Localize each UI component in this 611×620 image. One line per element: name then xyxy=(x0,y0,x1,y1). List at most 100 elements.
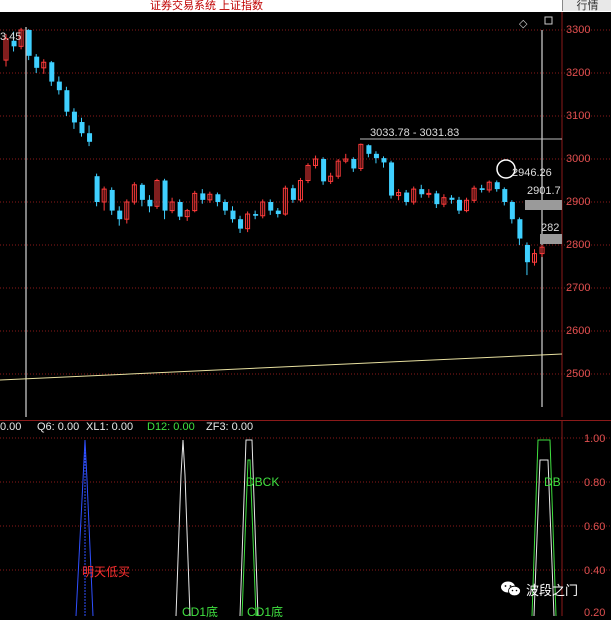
candle xyxy=(494,180,500,192)
title-strip: 证券交易系统 上证指数 行情 xyxy=(0,0,611,12)
price-block-b xyxy=(540,234,562,244)
quote-button[interactable]: 行情 xyxy=(562,0,611,12)
candle xyxy=(124,199,130,224)
db-label: DB xyxy=(544,475,561,489)
candle xyxy=(268,199,274,215)
candle xyxy=(215,192,221,207)
kline-chart[interactable]: 3300 3200 3100 3000 2900 2800 2700 2600 … xyxy=(0,12,611,417)
candle xyxy=(177,199,183,221)
indicator-grid xyxy=(0,437,611,571)
candle xyxy=(373,151,379,164)
window-title: 证券交易系统 上证指数 xyxy=(150,0,264,12)
value-a-label: 2901.7 xyxy=(527,185,561,197)
white-spike-3 xyxy=(533,459,555,616)
trend-line xyxy=(0,353,563,381)
dbck-label: DBCK xyxy=(246,475,280,489)
candle xyxy=(509,200,515,224)
candle xyxy=(71,108,77,129)
candle xyxy=(49,60,55,86)
price-tick: 3300 xyxy=(566,24,590,36)
green-spike-2 xyxy=(241,459,257,616)
candle xyxy=(192,190,198,213)
candle xyxy=(524,242,530,276)
candle xyxy=(245,211,251,233)
candle xyxy=(290,184,296,203)
candle xyxy=(343,153,349,164)
square-icon[interactable] xyxy=(544,16,553,25)
candle xyxy=(94,173,100,207)
green-spike-3 xyxy=(531,439,557,616)
candle xyxy=(404,189,410,206)
price-tick: 3200 xyxy=(566,67,590,79)
candle xyxy=(64,86,70,116)
price-tick: 2700 xyxy=(566,282,590,294)
candle xyxy=(502,187,508,206)
candle xyxy=(222,199,228,215)
candle xyxy=(464,197,470,213)
price-tick: 2500 xyxy=(566,368,590,380)
candle xyxy=(449,195,455,204)
candle xyxy=(230,206,236,223)
candle xyxy=(207,191,213,203)
cd2-label: CD1底 xyxy=(247,605,284,619)
price-tick: 3000 xyxy=(566,153,590,165)
price-tick: 2600 xyxy=(566,325,590,337)
candle xyxy=(117,206,123,226)
candle xyxy=(532,249,537,266)
indicator-panel[interactable]: 1.00 0.80 0.60 0.40 0.20 xyxy=(0,420,611,616)
cd1-label: CD1底 xyxy=(182,605,219,619)
candle xyxy=(109,187,115,215)
candle xyxy=(517,217,523,245)
watermark-text: 波段之门 xyxy=(526,582,579,598)
candle xyxy=(101,186,107,211)
buy-tomorrow-label: 明天低买 xyxy=(82,565,131,579)
candle xyxy=(426,189,432,198)
candle xyxy=(351,157,357,172)
candle xyxy=(297,177,303,202)
candle xyxy=(434,190,440,209)
candle xyxy=(328,172,334,184)
candle xyxy=(486,180,492,193)
candle xyxy=(26,29,32,61)
topleft-value: 3.45 xyxy=(0,31,21,43)
candle xyxy=(321,157,327,185)
candle xyxy=(419,184,425,198)
price-tick: 2900 xyxy=(566,196,590,208)
candle xyxy=(41,59,47,74)
white-spike-2 xyxy=(239,439,259,616)
price-tick: 2800 xyxy=(566,239,590,251)
candle xyxy=(87,125,93,147)
candle xyxy=(389,160,395,199)
candle xyxy=(396,189,402,201)
candle xyxy=(282,185,288,216)
candle xyxy=(381,156,387,168)
highlight-circle xyxy=(496,159,516,179)
legend-xl1: XL1: 0.00 xyxy=(86,421,134,433)
candle xyxy=(184,208,190,221)
high-range-label: 3033.78 - 3031.83 xyxy=(370,127,459,139)
candle xyxy=(441,194,447,208)
candle xyxy=(305,163,311,184)
wechat-icon xyxy=(501,581,521,597)
candle xyxy=(275,208,281,218)
candle xyxy=(131,182,137,205)
indicator-tick: 0.40 xyxy=(584,565,605,577)
white-spike-1 xyxy=(175,439,191,616)
candle xyxy=(11,31,17,52)
candlesticks xyxy=(3,27,545,276)
candle xyxy=(56,76,62,95)
diamond-icon[interactable]: ◇ xyxy=(519,18,528,30)
candle xyxy=(200,189,206,204)
candle xyxy=(479,184,485,193)
candle xyxy=(139,183,145,207)
candle xyxy=(366,144,372,158)
candle xyxy=(169,197,175,214)
legend-first: 0.00 xyxy=(0,421,22,433)
candle xyxy=(147,195,153,213)
candle xyxy=(313,155,319,169)
legend-d12: D12: 0.00 xyxy=(147,421,195,433)
candle xyxy=(260,199,266,219)
indicator-tick: 0.20 xyxy=(584,607,605,616)
watermark: 波段之门 xyxy=(500,577,578,601)
candle xyxy=(471,185,477,203)
